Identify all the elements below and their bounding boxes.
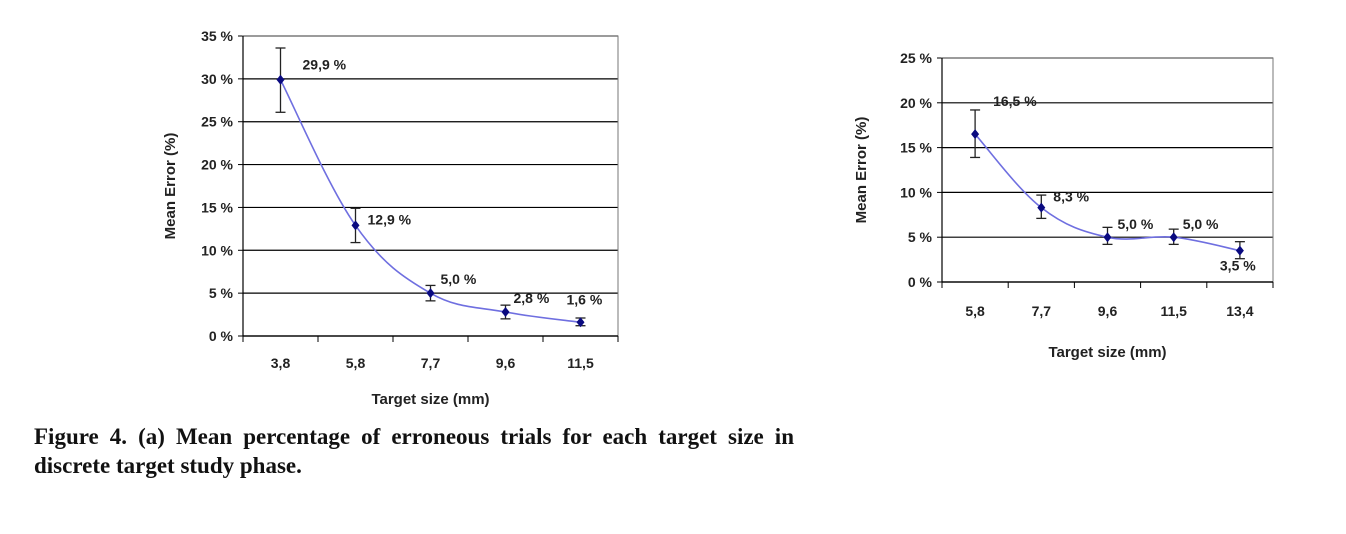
- data-point: [1103, 232, 1112, 243]
- series-line: [279, 79, 581, 324]
- y-tick-label: 25 %: [201, 114, 233, 130]
- figure-caption: Figure 4. (a) Mean percentage of erroneo…: [34, 424, 794, 478]
- y-axis-title: Mean Error (%): [853, 117, 870, 224]
- y-tick-label: 15 %: [201, 199, 233, 215]
- y-tick-label: 0 %: [209, 328, 234, 344]
- y-tick-label: 15 %: [900, 140, 932, 156]
- x-tick-label: 7,7: [1032, 303, 1052, 319]
- data-label: 29,9 %: [303, 57, 347, 73]
- data-label: 1,6 %: [567, 291, 603, 307]
- y-tick-label: 20 %: [201, 157, 233, 173]
- data-point: [276, 74, 285, 85]
- data-label: 5,0 %: [1183, 216, 1219, 232]
- x-axis-title: Target size (mm): [371, 391, 489, 408]
- x-tick-label: 9,6: [496, 355, 516, 371]
- y-tick-label: 10 %: [900, 184, 932, 200]
- y-axis-title: Mean Error (%): [162, 133, 179, 240]
- data-point: [1169, 232, 1178, 243]
- data-label: 12,9 %: [368, 211, 412, 227]
- x-tick-label: 11,5: [1160, 303, 1187, 319]
- x-tick-label: 5,8: [346, 355, 366, 371]
- y-tick-label: 0 %: [908, 274, 933, 290]
- y-tick-label: 5 %: [908, 229, 933, 245]
- y-tick-label: 30 %: [201, 71, 233, 87]
- chart-2: 0 % 5 % 10 % 15 % 20 % 25 % 5,8 7,7 9,6 11,5 13,4 T…: [853, 50, 1274, 361]
- data-label: 5,0 %: [441, 271, 477, 287]
- x-axis-title: Target size (mm): [1048, 344, 1166, 361]
- x-tick-label: 11,5: [567, 355, 594, 371]
- x-tick-label: 13,4: [1226, 303, 1253, 319]
- y-tick-label: 25 %: [900, 50, 932, 66]
- data-point: [501, 307, 510, 317]
- x-tick-label: 7,7: [421, 355, 441, 371]
- data-point: [1037, 202, 1046, 213]
- data-label: 2,8 %: [514, 290, 550, 306]
- data-point: [426, 288, 435, 299]
- data-point: [351, 220, 360, 231]
- y-tick-label: 10 %: [201, 242, 233, 258]
- data-point: [971, 129, 980, 140]
- data-label: 5,0 %: [1118, 216, 1154, 232]
- y-tick-label: 20 %: [900, 95, 932, 111]
- y-tick-label: 35 %: [201, 28, 233, 44]
- x-tick-label: 9,6: [1098, 303, 1118, 319]
- data-point: [576, 317, 585, 328]
- data-label: 3,5 %: [1220, 258, 1256, 274]
- plot-area: [941, 57, 1274, 283]
- x-tick-label: 3,8: [271, 355, 291, 371]
- data-label: 8,3 %: [1053, 189, 1089, 205]
- data-point: [1235, 245, 1244, 256]
- chart-1: 0 % 5 % 10 % 15 % 20 % 25 % 30 % 35 % 3,8 5,8 7,7 9…: [162, 28, 619, 408]
- y-tick-label: 5 %: [209, 285, 234, 301]
- x-tick-label: 5,8: [965, 303, 985, 319]
- data-label: 16,5 %: [993, 93, 1037, 109]
